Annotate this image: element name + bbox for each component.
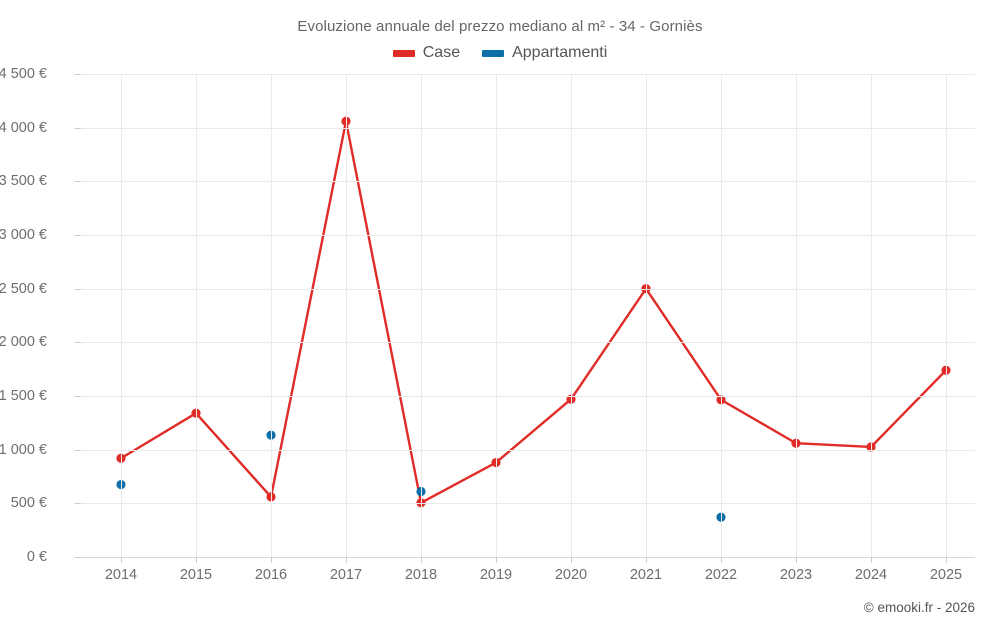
y-axis-tick-mark — [75, 396, 81, 397]
gridline-vertical — [196, 74, 197, 557]
x-axis-tick-label: 2024 — [854, 567, 888, 583]
x-axis-tick-mark — [871, 557, 872, 563]
gridline-vertical — [496, 74, 497, 557]
x-axis-tick-mark — [721, 557, 722, 563]
x-axis-tick-mark — [421, 557, 422, 563]
y-axis-tick-mark — [75, 181, 81, 183]
y-axis-tick-label: 3 500 € — [0, 173, 47, 190]
gridline-vertical — [346, 74, 347, 557]
gridline-horizontal — [81, 235, 975, 236]
legend-item-case[interactable]: Case — [392, 44, 461, 62]
x-axis-tick-mark — [796, 557, 797, 563]
y-axis-tick-mark — [75, 449, 81, 451]
x-axis-tick-label: 2017 — [329, 567, 363, 583]
x-axis-tick-mark — [496, 557, 497, 563]
gridline-horizontal — [81, 181, 975, 183]
y-axis-tick-mark — [75, 342, 81, 344]
gridline-vertical — [571, 74, 572, 557]
y-axis-tick-mark — [75, 288, 81, 290]
x-axis-tick-mark — [196, 557, 197, 563]
legend-swatch-case — [392, 49, 415, 57]
x-axis-tick-label: 2025 — [929, 567, 963, 583]
x-axis-tick-label: 2014 — [104, 567, 138, 583]
gridline-horizontal — [81, 396, 975, 397]
x-axis-tick-mark — [571, 557, 572, 563]
y-axis-tick-label: 3 000 € — [0, 227, 47, 243]
x-axis-tick-label: 2018 — [404, 567, 438, 583]
gridline-horizontal — [81, 342, 975, 344]
x-axis-tick-mark — [121, 557, 122, 563]
y-axis-tick-label: 2 500 € — [0, 280, 47, 297]
x-axis-tick-mark — [271, 557, 272, 563]
y-axis-tick-label: 1 000 € — [0, 441, 47, 458]
legend-label-case: Case — [422, 44, 461, 61]
gridline-horizontal — [81, 503, 975, 505]
y-axis-tick-mark — [75, 557, 81, 558]
x-axis-tick-label: 2020 — [554, 567, 588, 583]
y-axis-tick-mark — [75, 235, 81, 236]
gridline-vertical — [871, 74, 872, 557]
gridline-horizontal — [81, 557, 975, 558]
gridline-vertical — [946, 74, 947, 557]
y-axis-tick-label: 0 € — [26, 549, 47, 565]
data-point-appartamenti-2016[interactable] — [266, 430, 276, 440]
y-axis-tick-label: 4 500 € — [0, 66, 47, 82]
gridline-vertical — [646, 74, 647, 557]
chart-legend: Case Appartamenti — [0, 44, 1000, 62]
x-axis-tick-mark — [346, 557, 347, 563]
plot-area: 0 € 500 € 1 000 € 1 500 € 2 000 € 2 500 € 3 00… — [0, 66, 975, 583]
x-axis-tick-label: 2023 — [779, 567, 813, 583]
gridline-vertical — [796, 74, 797, 557]
x-axis-tick-label: 2019 — [479, 567, 513, 583]
gridline-horizontal — [81, 127, 975, 129]
y-axis-tick-mark — [75, 503, 81, 505]
gridline-vertical — [721, 74, 722, 557]
x-axis-tick-label: 2016 — [254, 567, 288, 583]
legend-item-appartamenti[interactable]: Appartamenti — [482, 44, 607, 62]
x-axis-tick-label: 2015 — [179, 567, 213, 583]
y-axis-tick-mark — [75, 127, 81, 129]
gridline-horizontal — [81, 74, 975, 75]
x-axis-tick-label: 2021 — [629, 567, 663, 583]
gridline-horizontal — [81, 288, 975, 290]
gridline-vertical — [121, 74, 122, 557]
x-axis-tick-mark — [946, 557, 947, 563]
y-axis-tick-label: 1 500 € — [0, 388, 47, 404]
data-point-case-2016[interactable] — [266, 492, 276, 502]
y-axis-tick-label: 2 000 € — [0, 334, 47, 351]
footer-credit: © emooki.fr - 2026 — [863, 600, 975, 615]
x-axis-tick-label: 2022 — [704, 567, 738, 583]
gridline-vertical — [421, 74, 422, 557]
series-layer — [116, 116, 951, 522]
x-axis-tick-mark — [646, 557, 647, 563]
y-axis-tick-mark — [75, 74, 81, 75]
series-line-case — [119, 120, 948, 504]
gridline-horizontal — [81, 449, 975, 451]
legend-label-appartamenti: Appartamenti — [512, 44, 608, 61]
chart-title: Evoluzione annuale del prezzo mediano al… — [297, 18, 703, 35]
y-axis-tick-label: 4 000 € — [0, 119, 47, 136]
legend-swatch-appartamenti — [482, 49, 505, 57]
y-axis-tick-label: 500 € — [10, 495, 47, 512]
gridline-vertical — [271, 74, 272, 557]
